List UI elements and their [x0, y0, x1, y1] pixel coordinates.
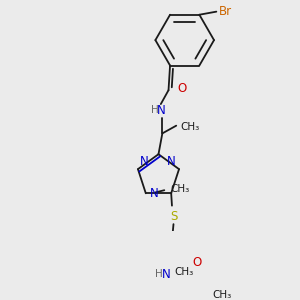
Text: CH₃: CH₃ — [175, 267, 194, 277]
Text: Br: Br — [219, 5, 232, 18]
Text: H: H — [155, 269, 163, 279]
Text: H: H — [151, 105, 158, 115]
Text: N: N — [150, 187, 158, 200]
Text: CH₃: CH₃ — [170, 184, 190, 194]
Text: N: N — [140, 154, 148, 168]
Text: CH₃: CH₃ — [181, 122, 200, 132]
Text: N: N — [162, 268, 171, 281]
Text: N: N — [167, 154, 176, 168]
Text: S: S — [170, 210, 177, 223]
Text: CH₃: CH₃ — [213, 290, 232, 300]
Text: N: N — [157, 104, 166, 117]
Text: O: O — [178, 82, 187, 95]
Text: O: O — [193, 256, 202, 269]
